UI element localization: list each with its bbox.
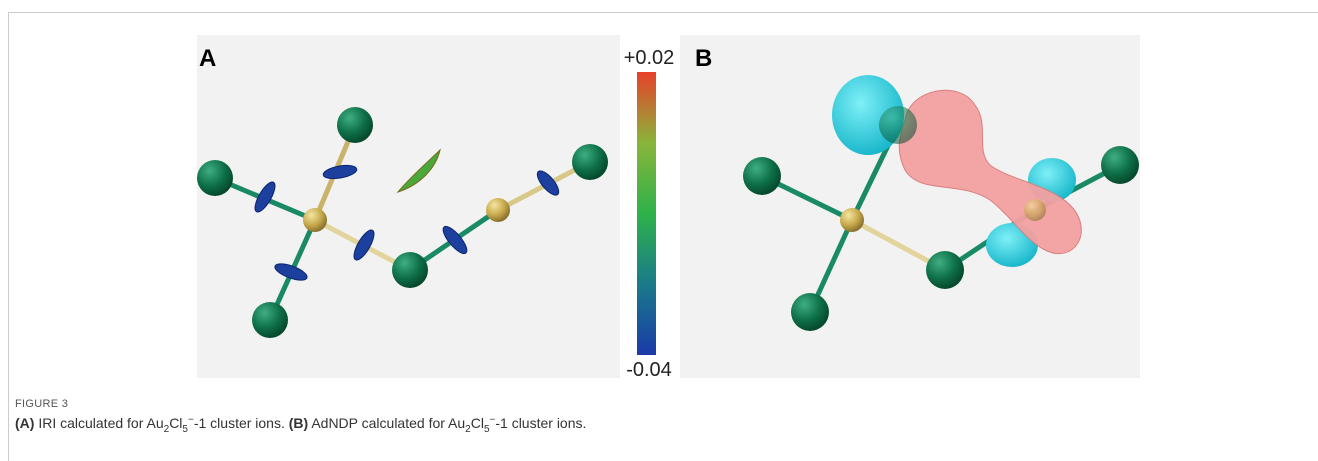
caption-run: 5 [484, 424, 490, 435]
caption-run: AdNDP calculated for Au [308, 415, 465, 431]
panel-label: B [695, 45, 712, 72]
figure-caption: (A) IRI calculated for Au2Cl5−-1 cluster… [15, 415, 586, 431]
figure-image: A B +0.02 -0.04 [0, 0, 1318, 400]
caption-run: -1 cluster ions. [495, 415, 586, 431]
colorbar-label: +0.02 [624, 47, 675, 69]
cl-atom-b-top [879, 106, 917, 144]
colorbar-label: -0.04 [626, 359, 672, 381]
panel-label: A [199, 45, 216, 72]
caption-run: Cl [471, 415, 484, 431]
caption-run: (B) [289, 415, 308, 431]
caption-run: IRI calculated for Au [34, 415, 163, 431]
caption-run: (A) [15, 415, 34, 431]
caption-run: 5 [182, 424, 188, 435]
colorbar [637, 72, 656, 355]
page: A B +0.02 -0.04 FIGURE 3 (A) IRI calcula… [0, 0, 1318, 461]
caption-run: Cl [169, 415, 182, 431]
caption-run: -1 cluster ions. [194, 415, 289, 431]
figure-number: FIGURE 3 [15, 398, 68, 410]
